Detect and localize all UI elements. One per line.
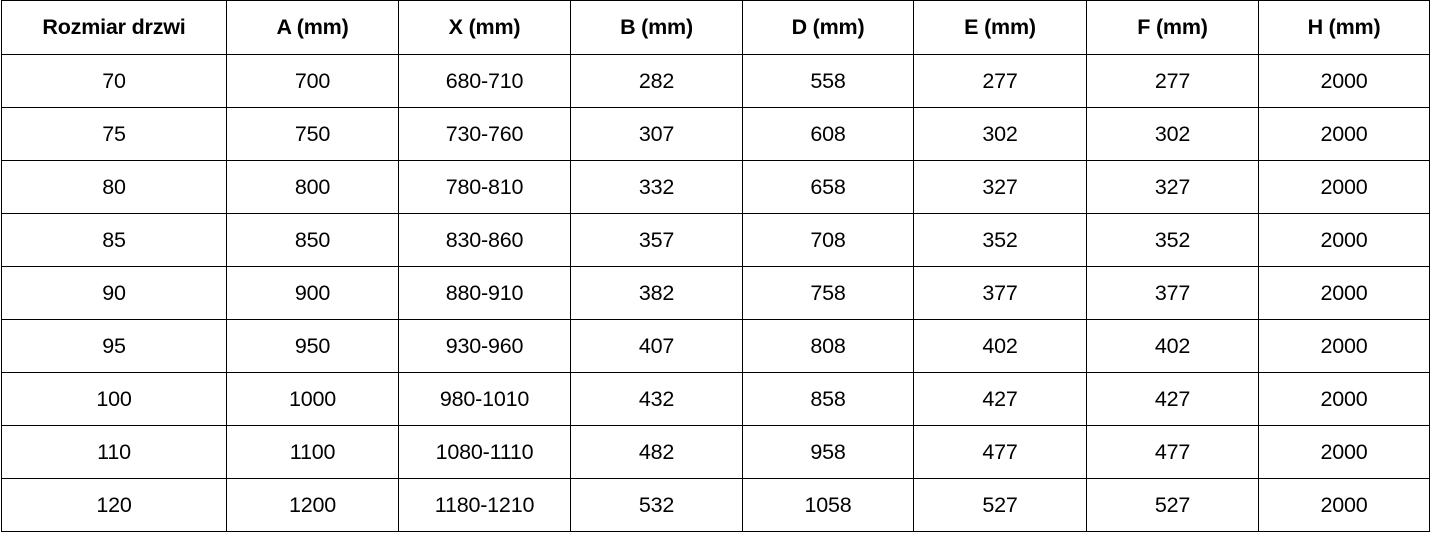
cell-d: 558 — [742, 54, 914, 108]
cell-x: 1080-1110 — [398, 425, 571, 479]
table-row: 100 1000 980-1010 432 858 427 427 2000 — [1, 372, 1430, 426]
table-row: 110 1100 1080-1110 482 958 477 477 2000 — [1, 425, 1430, 479]
table-row: 80 800 780-810 332 658 327 327 2000 — [1, 160, 1430, 214]
column-header-f: F (mm) — [1086, 0, 1259, 55]
cell-e: 352 — [913, 213, 1087, 267]
cell-b: 482 — [570, 425, 743, 479]
cell-b: 432 — [570, 372, 743, 426]
cell-h: 2000 — [1258, 319, 1430, 373]
table-header-row: Rozmiar drzwi A (mm) X (mm) B (mm) D (mm… — [1, 0, 1430, 55]
cell-size: 75 — [1, 107, 227, 161]
table-row: 120 1200 1180-1210 532 1058 527 527 2000 — [1, 478, 1430, 532]
column-header-size: Rozmiar drzwi — [1, 0, 227, 55]
cell-h: 2000 — [1258, 54, 1430, 108]
cell-e: 327 — [913, 160, 1087, 214]
cell-a: 700 — [226, 54, 399, 108]
cell-b: 332 — [570, 160, 743, 214]
cell-h: 2000 — [1258, 372, 1430, 426]
cell-e: 277 — [913, 54, 1087, 108]
column-header-d: D (mm) — [742, 0, 914, 55]
cell-f: 327 — [1086, 160, 1259, 214]
cell-size: 110 — [1, 425, 227, 479]
cell-b: 382 — [570, 266, 743, 320]
cell-size: 90 — [1, 266, 227, 320]
cell-f: 277 — [1086, 54, 1259, 108]
cell-d: 808 — [742, 319, 914, 373]
cell-h: 2000 — [1258, 425, 1430, 479]
cell-e: 427 — [913, 372, 1087, 426]
cell-f: 352 — [1086, 213, 1259, 267]
cell-x: 1180-1210 — [398, 478, 571, 532]
cell-e: 402 — [913, 319, 1087, 373]
column-header-e: E (mm) — [913, 0, 1087, 55]
cell-d: 1058 — [742, 478, 914, 532]
cell-e: 377 — [913, 266, 1087, 320]
cell-e: 302 — [913, 107, 1087, 161]
cell-x: 980-1010 — [398, 372, 571, 426]
cell-size: 95 — [1, 319, 227, 373]
cell-d: 958 — [742, 425, 914, 479]
table-header: Rozmiar drzwi A (mm) X (mm) B (mm) D (mm… — [1, 0, 1430, 55]
table-row: 95 950 930-960 407 808 402 402 2000 — [1, 319, 1430, 373]
cell-f: 527 — [1086, 478, 1259, 532]
cell-f: 377 — [1086, 266, 1259, 320]
cell-a: 950 — [226, 319, 399, 373]
cell-d: 708 — [742, 213, 914, 267]
cell-x: 880-910 — [398, 266, 571, 320]
cell-x: 730-760 — [398, 107, 571, 161]
cell-b: 532 — [570, 478, 743, 532]
cell-f: 302 — [1086, 107, 1259, 161]
table-row: 85 850 830-860 357 708 352 352 2000 — [1, 213, 1430, 267]
cell-h: 2000 — [1258, 160, 1430, 214]
cell-f: 427 — [1086, 372, 1259, 426]
column-header-a: A (mm) — [226, 0, 399, 55]
cell-size: 80 — [1, 160, 227, 214]
cell-a: 1100 — [226, 425, 399, 479]
cell-f: 477 — [1086, 425, 1259, 479]
cell-a: 850 — [226, 213, 399, 267]
cell-x: 830-860 — [398, 213, 571, 267]
cell-f: 402 — [1086, 319, 1259, 373]
table-body: 70 700 680-710 282 558 277 277 2000 75 7… — [1, 54, 1430, 532]
table-row: 75 750 730-760 307 608 302 302 2000 — [1, 107, 1430, 161]
cell-d: 658 — [742, 160, 914, 214]
cell-b: 307 — [570, 107, 743, 161]
cell-x: 680-710 — [398, 54, 571, 108]
cell-d: 758 — [742, 266, 914, 320]
table-row: 70 700 680-710 282 558 277 277 2000 — [1, 54, 1430, 108]
cell-e: 527 — [913, 478, 1087, 532]
cell-b: 357 — [570, 213, 743, 267]
cell-size: 120 — [1, 478, 227, 532]
cell-a: 1000 — [226, 372, 399, 426]
column-header-x: X (mm) — [398, 0, 571, 55]
cell-h: 2000 — [1258, 478, 1430, 532]
cell-h: 2000 — [1258, 107, 1430, 161]
cell-a: 800 — [226, 160, 399, 214]
cell-a: 900 — [226, 266, 399, 320]
cell-x: 930-960 — [398, 319, 571, 373]
cell-size: 100 — [1, 372, 227, 426]
cell-a: 750 — [226, 107, 399, 161]
cell-size: 85 — [1, 213, 227, 267]
cell-a: 1200 — [226, 478, 399, 532]
cell-d: 858 — [742, 372, 914, 426]
cell-size: 70 — [1, 54, 227, 108]
cell-b: 407 — [570, 319, 743, 373]
cell-h: 2000 — [1258, 213, 1430, 267]
table-row: 90 900 880-910 382 758 377 377 2000 — [1, 266, 1430, 320]
column-header-b: B (mm) — [570, 0, 743, 55]
cell-e: 477 — [913, 425, 1087, 479]
column-header-h: H (mm) — [1258, 0, 1430, 55]
cell-h: 2000 — [1258, 266, 1430, 320]
cell-b: 282 — [570, 54, 743, 108]
cell-x: 780-810 — [398, 160, 571, 214]
cell-d: 608 — [742, 107, 914, 161]
